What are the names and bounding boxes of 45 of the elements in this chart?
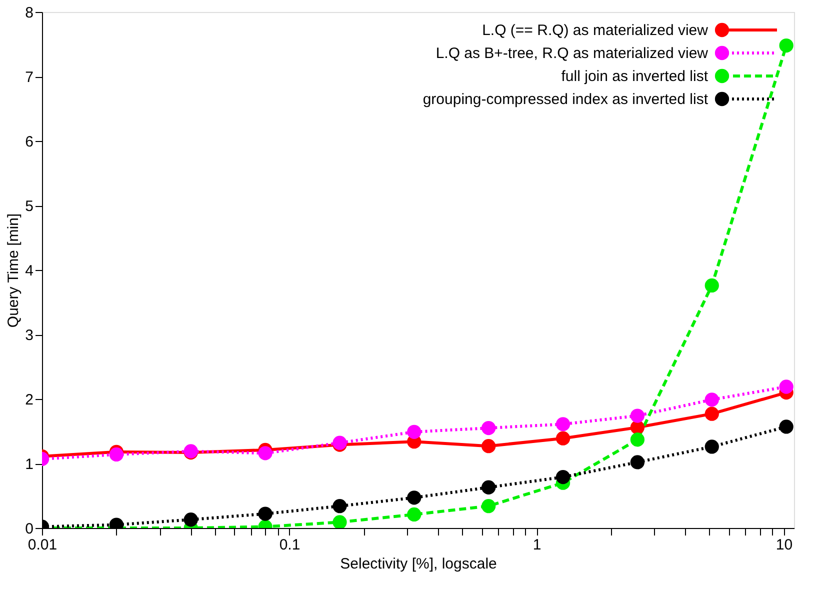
y-tick-label: 5 [25,198,34,215]
point [704,392,719,407]
y-tick-label: 1 [25,456,34,473]
point [482,480,496,494]
y-tick-label: 2 [25,392,34,408]
point [332,499,347,514]
point [704,406,719,421]
point [332,515,347,528]
y-tick-label: 4 [25,262,34,280]
point [482,420,496,436]
y-tick-label: 3 [25,327,34,344]
legend-label: full join as inverted list [561,68,709,85]
point [407,507,422,522]
point [407,490,422,505]
legend-label: grouping-compressed index as inverted list [422,91,709,108]
point [556,431,570,446]
point [258,446,272,460]
y-axis-title: Query Time [min] [5,213,22,328]
y-tick-label: 8 [25,4,34,22]
point [704,278,719,293]
point [630,432,645,447]
point [779,38,794,53]
x-tick-label: 0.1 [279,536,300,554]
y-tick-label: 6 [25,134,34,150]
point [184,512,198,527]
point [482,439,496,454]
point [630,408,645,423]
point [407,424,422,439]
legend-label: L.Q (== R.Q) as materialized view [482,22,708,39]
x-tick-label: 10 [776,536,793,554]
point [556,417,570,432]
point [258,506,272,521]
legend-label: L.Q as B+-tree, R.Q as materialized view [436,45,708,62]
point [109,447,124,462]
y-tick-label: 0 [25,520,34,538]
point [630,455,645,470]
y-tick-label: 7 [25,69,34,86]
point [482,499,496,514]
point [704,440,719,454]
point [779,420,794,434]
x-axis-title: Selectivity [%], logscale [340,556,497,572]
x-tick-label: 0.01 [28,536,58,554]
point [556,470,570,484]
point [779,380,794,394]
x-tick-label: 1 [532,536,542,554]
